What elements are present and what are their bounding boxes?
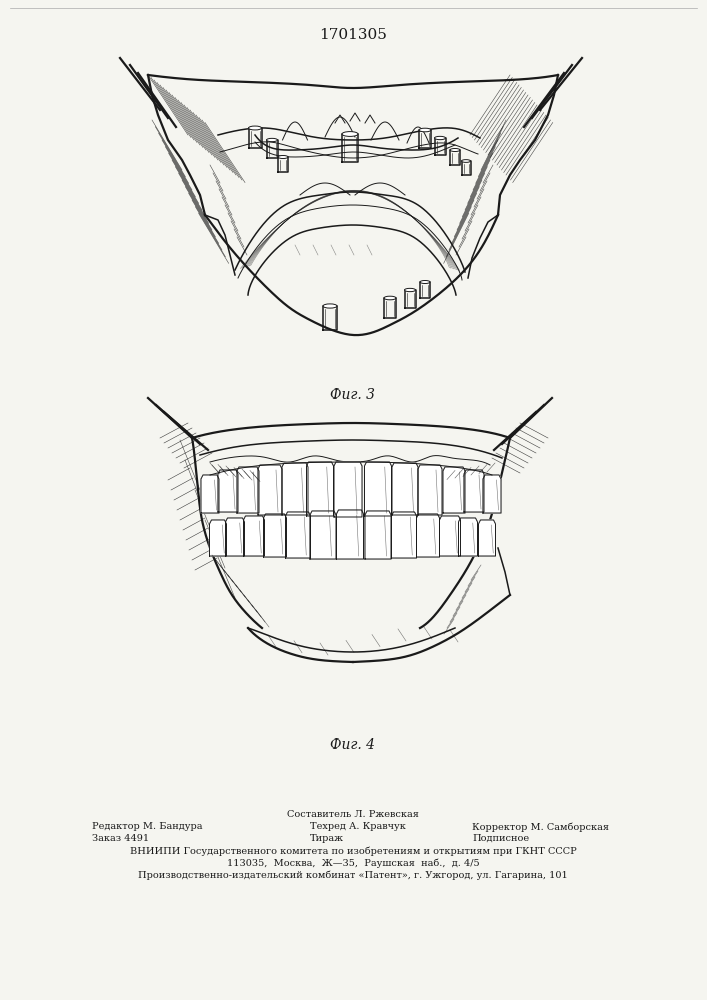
Polygon shape (443, 467, 465, 513)
Ellipse shape (384, 296, 396, 300)
Ellipse shape (323, 304, 337, 308)
Ellipse shape (420, 280, 430, 284)
Text: Корректор М. Самборская: Корректор М. Самборская (472, 822, 609, 832)
Polygon shape (282, 463, 308, 515)
Text: Фиг. 3: Фиг. 3 (330, 388, 375, 402)
Polygon shape (310, 511, 336, 559)
Text: Заказ 4491: Заказ 4491 (92, 834, 149, 843)
Ellipse shape (419, 128, 431, 132)
Polygon shape (440, 516, 460, 556)
Polygon shape (365, 462, 392, 516)
Polygon shape (218, 470, 238, 512)
Ellipse shape (404, 288, 416, 292)
Ellipse shape (435, 136, 445, 140)
Text: Фиг. 4: Фиг. 4 (330, 738, 375, 752)
Polygon shape (258, 465, 282, 515)
Polygon shape (365, 511, 391, 559)
Polygon shape (201, 475, 219, 513)
Ellipse shape (342, 132, 358, 136)
Ellipse shape (450, 148, 460, 151)
Polygon shape (286, 512, 310, 558)
Text: Подписное: Подписное (472, 834, 529, 843)
Polygon shape (418, 465, 442, 515)
Polygon shape (226, 518, 245, 556)
Ellipse shape (462, 160, 470, 162)
Text: Тираж: Тираж (310, 834, 344, 843)
Polygon shape (209, 520, 226, 556)
Polygon shape (337, 510, 363, 559)
Text: 113035,  Москва,  Ж—35,  Раушская  наб.,  д. 4/5: 113035, Москва, Ж—35, Раушская наб., д. … (227, 858, 479, 867)
Polygon shape (334, 462, 362, 517)
Ellipse shape (267, 138, 278, 142)
Polygon shape (392, 512, 416, 558)
Polygon shape (459, 518, 477, 556)
Text: Составитель Л. Ржевская: Составитель Л. Ржевская (287, 810, 419, 819)
Polygon shape (243, 516, 264, 556)
Text: Производственно-издательский комбинат «Патент», г. Ужгород, ул. Гагарина, 101: Производственно-издательский комбинат «П… (138, 870, 568, 880)
Text: 1701305: 1701305 (319, 28, 387, 42)
Polygon shape (479, 520, 496, 556)
Polygon shape (483, 475, 501, 513)
Ellipse shape (248, 126, 262, 130)
Text: Редактор М. Бандура: Редактор М. Бандура (92, 822, 202, 831)
Polygon shape (264, 514, 286, 557)
Polygon shape (307, 462, 334, 516)
Text: ВНИИПИ Государственного комитета по изобретениям и открытиям при ГКНТ СССР: ВНИИПИ Государственного комитета по изоб… (129, 846, 576, 856)
Text: Техред А. Кравчук: Техред А. Кравчук (310, 822, 406, 831)
Polygon shape (464, 470, 484, 512)
Ellipse shape (278, 155, 288, 158)
Polygon shape (237, 467, 259, 513)
Polygon shape (392, 463, 418, 515)
Polygon shape (416, 514, 440, 557)
